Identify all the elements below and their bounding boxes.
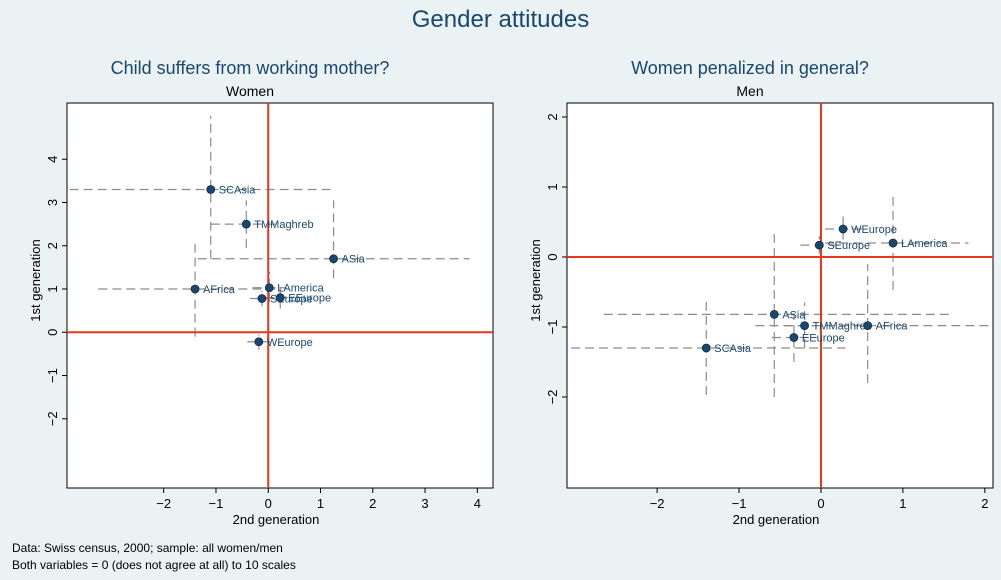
- x-tick-label: 2: [981, 496, 988, 511]
- y-tick-label: −2: [545, 390, 560, 405]
- data-point-label: ASia: [342, 254, 366, 266]
- data-point-label: WEurope: [851, 224, 897, 236]
- data-point-label: EEurope: [802, 333, 845, 345]
- y-tick-label: −1: [45, 368, 60, 383]
- data-point: [329, 254, 338, 264]
- y-tick-label: 3: [45, 199, 60, 206]
- y-tick-label: −2: [45, 411, 60, 426]
- left-chart-title: Child suffers from working mother?: [110, 58, 390, 78]
- data-point: [863, 321, 873, 331]
- x-tick-label: 1: [899, 496, 906, 511]
- y-tick-label: 4: [45, 156, 60, 163]
- data-point-label: ASia: [782, 309, 806, 321]
- x-tick-label: 3: [421, 496, 428, 511]
- data-point: [769, 309, 779, 319]
- y-axis-title: 1st generation: [528, 239, 543, 321]
- right-chart-panel: Women penalized in general? Men −2 −1 0 1 2−…: [500, 0, 1000, 527]
- left-chart-panel: Child suffers from working mother? Women…: [0, 0, 500, 527]
- x-tick-label: −2: [650, 496, 665, 511]
- data-point-label: LAmerica: [901, 238, 948, 250]
- x-tick-label: 4: [474, 496, 481, 511]
- x-tick-label: −2: [156, 496, 171, 511]
- data-point-label: TMMaghreb: [813, 321, 872, 333]
- data-point: [814, 240, 824, 250]
- data-point: [800, 321, 809, 331]
- right-chart-title: Women penalized in general?: [631, 58, 869, 78]
- data-source-note: Data: Swiss census, 2000; sample: all wo…: [12, 541, 283, 555]
- x-tick-label: −1: [732, 496, 747, 511]
- data-point: [888, 238, 898, 248]
- y-tick-label: 2: [45, 242, 60, 249]
- y-axis-title: 1st generation: [28, 239, 43, 321]
- data-point: [838, 224, 848, 234]
- y-tick-label: 0: [45, 329, 60, 336]
- right-chart-subtitle: Men: [736, 83, 764, 99]
- y-tick-label: 0: [545, 253, 560, 260]
- data-point-label: LAmerica: [277, 283, 324, 295]
- x-tick-label: 1: [317, 496, 324, 511]
- data-point-label: SCAsia: [714, 343, 752, 355]
- data-point: [190, 284, 200, 294]
- y-tick-label: 2: [545, 113, 560, 120]
- data-point-label: WEurope: [267, 337, 313, 349]
- left-chart-svg: −2 −1 0 1 2 3 4 −2 −1 0 1 2 3 4 2nd generation 1st gene…: [28, 102, 494, 527]
- plot-area: [566, 102, 994, 489]
- y-tick-label: 1: [545, 183, 560, 190]
- x-tick-label: −1: [209, 496, 224, 511]
- x-tick-label: 0: [817, 496, 824, 511]
- x-tick-label: 0: [265, 496, 272, 511]
- data-point-label: AFrica: [876, 321, 909, 333]
- data-point: [257, 294, 267, 303]
- data-point: [241, 219, 251, 229]
- y-tick-label: 1: [45, 285, 60, 292]
- x-tick-label: 2: [369, 496, 376, 511]
- data-point: [254, 337, 264, 347]
- data-point: [264, 283, 274, 293]
- data-point-label: EEurope: [288, 293, 331, 305]
- x-axis-title: 2nd generation: [233, 512, 320, 527]
- data-point-label: SEurope: [270, 294, 313, 306]
- data-point: [701, 343, 711, 353]
- data-point: [275, 293, 285, 303]
- scale-note: Both variables = 0 (does not agree at al…: [12, 558, 296, 572]
- right-chart-svg: −2 −1 0 1 2 −2 −1 0 1 2 2nd generation 1st generati…: [528, 102, 994, 527]
- data-point-label: TMMaghreb: [254, 219, 313, 231]
- y-tick-label: −1: [545, 320, 560, 335]
- x-axis-title: 2nd generation: [733, 512, 820, 527]
- data-point-label: SCAsia: [219, 185, 257, 197]
- data-point-label: SEurope: [827, 240, 870, 252]
- main-title: Gender attitudes: [411, 6, 590, 33]
- data-point: [789, 333, 799, 342]
- data-point-label: AFrica: [203, 284, 236, 296]
- data-point: [206, 185, 216, 194]
- left-chart-subtitle: Women: [226, 83, 274, 99]
